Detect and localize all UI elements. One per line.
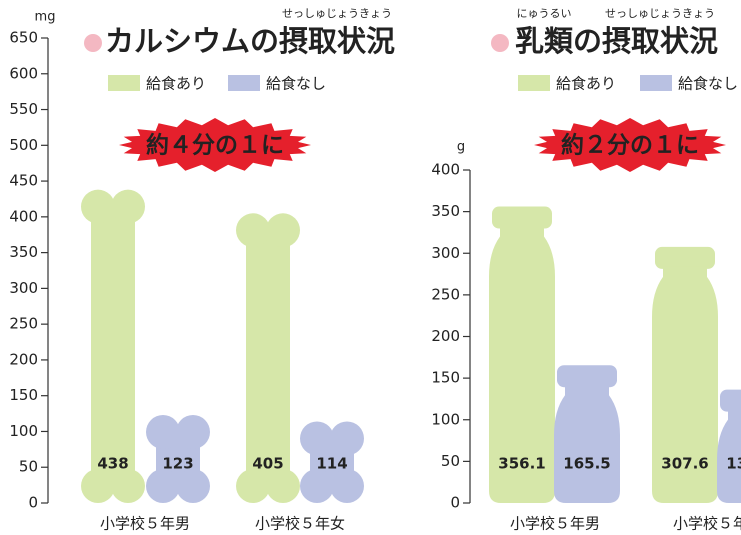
y-tick-label: 400 xyxy=(431,161,460,179)
title-ruby: せっしゅじょうきょう xyxy=(605,7,715,20)
value-label: 405 xyxy=(252,455,283,473)
y-tick-label: 450 xyxy=(9,172,38,190)
bone-knob xyxy=(300,421,334,455)
y-tick-label: 550 xyxy=(9,100,38,118)
legend-label: 給食あり xyxy=(556,75,616,93)
y-tick-label: 150 xyxy=(431,369,460,387)
y-tick-label: 300 xyxy=(9,279,38,297)
bone-knob xyxy=(330,421,364,455)
bottle-cap xyxy=(492,207,552,229)
value-label: 438 xyxy=(97,455,128,473)
value-label: 114 xyxy=(316,455,347,473)
value-label: 123 xyxy=(162,455,193,473)
annotation: 約２分の１に xyxy=(561,132,699,159)
bone-knob xyxy=(236,213,270,247)
y-tick-label: 0 xyxy=(28,494,38,512)
bone-knob xyxy=(146,469,180,503)
value-label: 136.2 xyxy=(726,455,741,473)
bone-knob xyxy=(81,190,115,224)
bone-knob xyxy=(266,213,300,247)
bar xyxy=(717,390,741,503)
legend-label: 給食なし xyxy=(266,75,326,93)
legend-swatch xyxy=(518,75,550,91)
y-tick-label: 300 xyxy=(431,244,460,262)
y-tick-label: 0 xyxy=(450,494,460,512)
legend-label: 給食なし xyxy=(678,75,738,93)
title-ruby: にゅうるい xyxy=(517,7,572,20)
chart: mg05010015020025030035040045050055060065… xyxy=(0,0,741,535)
value-label: 307.6 xyxy=(661,455,708,473)
bone-knob xyxy=(111,469,145,503)
y-tick-label: 200 xyxy=(431,327,460,345)
title-dot xyxy=(84,34,102,52)
y-tick-label: 100 xyxy=(9,422,38,440)
y-tick-label: 400 xyxy=(9,207,38,225)
y-tick-label: 100 xyxy=(431,410,460,428)
legend-swatch xyxy=(108,75,140,91)
value-label: 356.1 xyxy=(498,455,545,473)
annotation: 約４分の１に xyxy=(146,132,284,159)
y-tick-label: 350 xyxy=(431,202,460,220)
chart-title: 乳類の摂取状況 xyxy=(515,24,718,58)
title-ruby: せっしゅじょうきょう xyxy=(282,7,392,20)
bone-knob xyxy=(330,469,364,503)
bone-shaft xyxy=(246,230,290,486)
chart-title: カルシウムの摂取状況 xyxy=(105,24,395,58)
legend-swatch xyxy=(640,75,672,91)
y-tick-label: 150 xyxy=(9,386,38,404)
title-dot xyxy=(491,34,509,52)
bottle-cap xyxy=(655,247,715,269)
bone-knob xyxy=(81,469,115,503)
value-label: 165.5 xyxy=(563,455,610,473)
y-tick-label: 650 xyxy=(9,29,38,47)
bone-knob xyxy=(300,469,334,503)
y-tick-label: 500 xyxy=(9,136,38,154)
bone-knob xyxy=(176,469,210,503)
y-tick-label: 600 xyxy=(9,64,38,82)
x-tick-label: 小学校５年女 xyxy=(255,515,345,533)
y-tick-label: 200 xyxy=(9,350,38,368)
bone-knob xyxy=(236,469,270,503)
bar xyxy=(554,365,620,503)
y-tick-label: 250 xyxy=(9,315,38,333)
y-tick-label: 250 xyxy=(431,285,460,303)
x-tick-label: 小学校５年男 xyxy=(100,515,190,533)
y-tick-label: 50 xyxy=(19,458,38,476)
y-unit: mg xyxy=(35,10,56,25)
legend-swatch xyxy=(228,75,260,91)
bottle-body xyxy=(554,385,620,503)
bottle-cap xyxy=(720,390,741,412)
legend-label: 給食あり xyxy=(146,75,206,93)
y-unit: g xyxy=(457,140,465,155)
bone-shaft xyxy=(91,207,135,486)
y-tick-label: 350 xyxy=(9,243,38,261)
bottle-cap xyxy=(557,365,617,387)
y-tick-label: 50 xyxy=(441,452,460,470)
bone-knob xyxy=(111,190,145,224)
x-tick-label: 小学校５年女 xyxy=(673,515,741,533)
page: mg05010015020025030035040045050055060065… xyxy=(0,0,741,535)
bone-knob xyxy=(176,415,210,449)
bone-knob xyxy=(266,469,300,503)
x-tick-label: 小学校５年男 xyxy=(510,515,600,533)
bone-knob xyxy=(146,415,180,449)
